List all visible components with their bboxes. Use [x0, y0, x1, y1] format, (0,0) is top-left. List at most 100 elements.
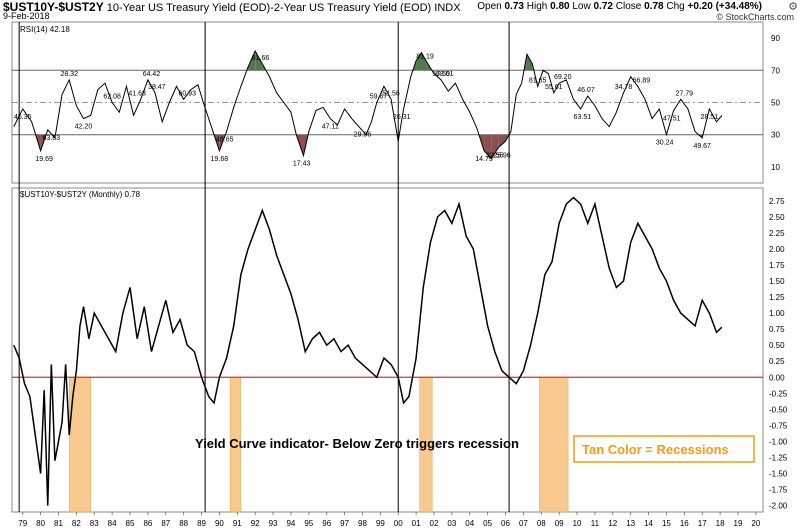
price-tick-label: 0.25	[769, 357, 785, 366]
rsi-annotation: 81.65	[529, 77, 547, 84]
spread-line	[13, 196, 723, 506]
rsi-annotation: 68.51	[436, 71, 454, 78]
rsi-annotation: 60.93	[178, 90, 196, 97]
price-tick-label: -1.25	[769, 453, 788, 462]
rsi-annotation: 62.08	[103, 94, 121, 101]
x-axis-label: 90	[215, 519, 224, 528]
indicator-note: Yield Curve indicator- Below Zero trigge…	[195, 436, 519, 451]
rsi-overbought-fill	[255, 50, 263, 71]
x-axis-label: 92	[251, 519, 260, 528]
price-panel-label: $UST10Y-$UST2Y (Monthly) 0.78	[20, 190, 141, 199]
rsi-annotation: 66.89	[633, 77, 651, 84]
x-axis-label: 81	[54, 519, 63, 528]
rsi-annotation: 51.56	[382, 90, 400, 97]
x-axis-label: 20	[751, 519, 760, 528]
x-axis-label: 10	[573, 519, 582, 528]
rsi-annotation: 34.78	[615, 84, 633, 91]
price-tick-label: 2.75	[769, 197, 785, 206]
chg-label: Chg	[666, 1, 685, 12]
x-axis-label: 96	[322, 519, 331, 528]
rsi-annotation: 26.31	[393, 114, 411, 121]
rsi-tick-label: 90	[771, 34, 780, 43]
price-tick-label: 1.00	[769, 309, 785, 318]
high-value: 0.80	[550, 1, 570, 12]
x-axis-label: 02	[430, 519, 439, 528]
x-axis-label: 80	[36, 519, 45, 528]
x-axis-label: 99	[376, 519, 385, 528]
rsi-annotation: 81.19	[416, 53, 434, 60]
rsi-annotation: 46.35	[14, 114, 32, 121]
x-axis-label: 88	[179, 519, 188, 528]
credit-text: © StockCharts.com	[716, 12, 794, 22]
price-tick-label: -1.50	[769, 470, 788, 479]
open-value: 0.73	[504, 1, 524, 12]
x-axis-label: 17	[698, 519, 707, 528]
rsi-annotation: 46.65	[216, 136, 234, 143]
rsi-annotation: 27.79	[676, 90, 694, 97]
price-tick-label: 1.25	[769, 293, 785, 302]
price-tick-label: -0.75	[769, 421, 788, 430]
x-axis-label: 06	[501, 519, 510, 528]
rsi-annotation: 41.63	[128, 90, 146, 97]
price-tick-label: 0.00	[769, 373, 785, 382]
quote-summary: Open 0.73 High 0.80 Low 0.72 Close 0.78 …	[477, 1, 762, 12]
x-axis-label: 05	[483, 519, 492, 528]
x-axis-label: 12	[608, 519, 617, 528]
price-tick-label: -0.50	[769, 405, 788, 414]
x-axis-label: 87	[161, 519, 170, 528]
rsi-annotation: 29.96	[354, 132, 372, 139]
price-tick-label: 0.50	[769, 341, 785, 350]
price-tick-label: 2.00	[769, 245, 785, 254]
x-axis-label: 00	[394, 519, 403, 528]
x-axis-label: 97	[340, 519, 349, 528]
rsi-overbought-fill	[421, 52, 427, 71]
rsi-annotation: 57.50	[432, 71, 450, 78]
symbol-description: 10-Year US Treasury Yield (EOD)-2-Year U…	[106, 2, 432, 14]
x-axis-label: 18	[716, 519, 725, 528]
price-tick-label: 1.50	[769, 277, 785, 286]
price-tick-label: -1.00	[769, 437, 788, 446]
open-label: Open	[477, 1, 502, 12]
chg-value: +0.20 (+34.48%)	[687, 1, 763, 12]
x-axis-label: 98	[358, 519, 367, 528]
rsi-tick-label: 10	[771, 163, 780, 172]
x-axis-label: 04	[465, 519, 474, 528]
chart-header: $UST10Y-$UST2Y 10-Year US Treasury Yield…	[0, 0, 800, 22]
price-tick-label: 1.75	[769, 261, 785, 270]
rsi-annotation: 63.51	[574, 114, 592, 121]
rsi-annotation: 42.20	[75, 124, 93, 131]
x-axis-label: 07	[519, 519, 528, 528]
recession-legend-box	[573, 435, 755, 463]
recession-bar	[539, 377, 569, 513]
rsi-annotation: 38.47	[148, 84, 166, 91]
exchange-label: INDX	[434, 2, 461, 14]
x-axis-label: 85	[126, 519, 135, 528]
price-tick-label: 2.50	[769, 213, 785, 222]
x-axis-label: 19	[734, 519, 743, 528]
rsi-annotation: 46.07	[577, 87, 595, 94]
rsi-annotation: 19.69	[35, 156, 53, 163]
rsi-overbought-fill	[416, 52, 422, 71]
rsi-annotation: 59.67	[370, 94, 388, 101]
x-axis-label: 03	[447, 519, 456, 528]
x-axis-label: 93	[269, 519, 278, 528]
x-axis-label: 91	[233, 519, 242, 528]
high-label: High	[526, 1, 548, 12]
x-axis-label: 82	[72, 519, 81, 528]
x-axis-label: 83	[90, 519, 99, 528]
rsi-annotation: 30.24	[656, 140, 674, 147]
rsi-line	[13, 49, 723, 160]
date-label: 9-Feb-2018	[3, 11, 50, 21]
symbol-title: $UST10Y-$UST2Y 10-Year US Treasury Yield…	[3, 0, 461, 14]
x-axis-label: 01	[412, 519, 421, 528]
rsi-oversold-fill	[491, 134, 499, 159]
rsi-annotation: 69.20	[554, 74, 572, 81]
rsi-annotation: 81.66	[252, 55, 270, 62]
rsi-annotation: 64.42	[143, 71, 161, 78]
rsi-annotation: 49.67	[693, 143, 711, 150]
rsi-annotation: 47.11	[322, 124, 339, 131]
rsi-oversold-fill	[498, 134, 506, 148]
rsi-tick-label: 30	[771, 131, 780, 140]
gear-icon[interactable]: ⚙	[788, 1, 798, 13]
